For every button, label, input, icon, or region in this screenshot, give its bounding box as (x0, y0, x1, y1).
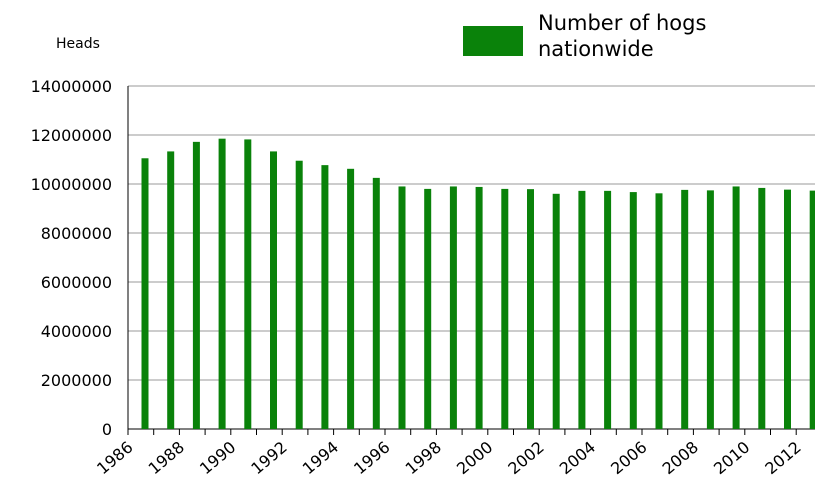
legend-label: Number of hogs nationwide (538, 11, 707, 61)
y-tick-label: 12000000 (31, 126, 112, 145)
bar (475, 186, 483, 429)
y-tick-label: 2000000 (41, 371, 112, 390)
y-tick-label: 0 (102, 420, 112, 439)
x-tick-label: 2004 (556, 438, 599, 479)
y-tick-label: 8000000 (41, 224, 112, 243)
bar (706, 190, 714, 429)
bar (655, 193, 663, 429)
y-tick-label: 6000000 (41, 273, 112, 292)
x-tick-label: 1988 (145, 438, 188, 479)
bar (372, 177, 380, 429)
x-tick-label: 1998 (402, 438, 445, 479)
bar (732, 186, 740, 429)
y-tick-label: 10000000 (31, 175, 112, 194)
bar (141, 158, 149, 429)
bar (424, 188, 432, 429)
x-tick-label: 1996 (350, 438, 393, 479)
bar (501, 188, 509, 429)
bar (629, 192, 637, 429)
bar (270, 151, 277, 430)
bar (398, 186, 406, 429)
bar (552, 193, 560, 429)
bar (578, 190, 586, 429)
x-tick-label: 2002 (504, 438, 547, 479)
bar (244, 139, 252, 429)
x-tick-label: 1994 (299, 438, 342, 479)
y-tick-label: 4000000 (41, 322, 112, 341)
x-tick-label: 2012 (761, 438, 804, 479)
bar (347, 168, 355, 429)
bar (295, 160, 303, 429)
bar (321, 165, 329, 429)
bar (758, 187, 766, 429)
x-tick-label: 2010 (710, 438, 753, 479)
x-tick-label: 1992 (247, 438, 290, 479)
bar (527, 189, 534, 429)
bar (681, 189, 689, 429)
y-axis-label: Heads (56, 36, 100, 52)
y-tick-label: 14000000 (31, 77, 112, 96)
x-tick-label: 2008 (659, 438, 702, 479)
x-tick-label: 2006 (607, 438, 650, 479)
bar (167, 151, 175, 430)
bar (449, 186, 457, 429)
x-tick-label: 1986 (93, 438, 136, 479)
x-tick-label: 2000 (453, 438, 496, 479)
bar (809, 190, 815, 429)
bar (784, 189, 791, 429)
bar (604, 190, 612, 429)
bar (192, 141, 200, 430)
x-tick-label: 1990 (196, 438, 239, 479)
bar (218, 138, 226, 430)
legend-swatch (463, 26, 523, 56)
